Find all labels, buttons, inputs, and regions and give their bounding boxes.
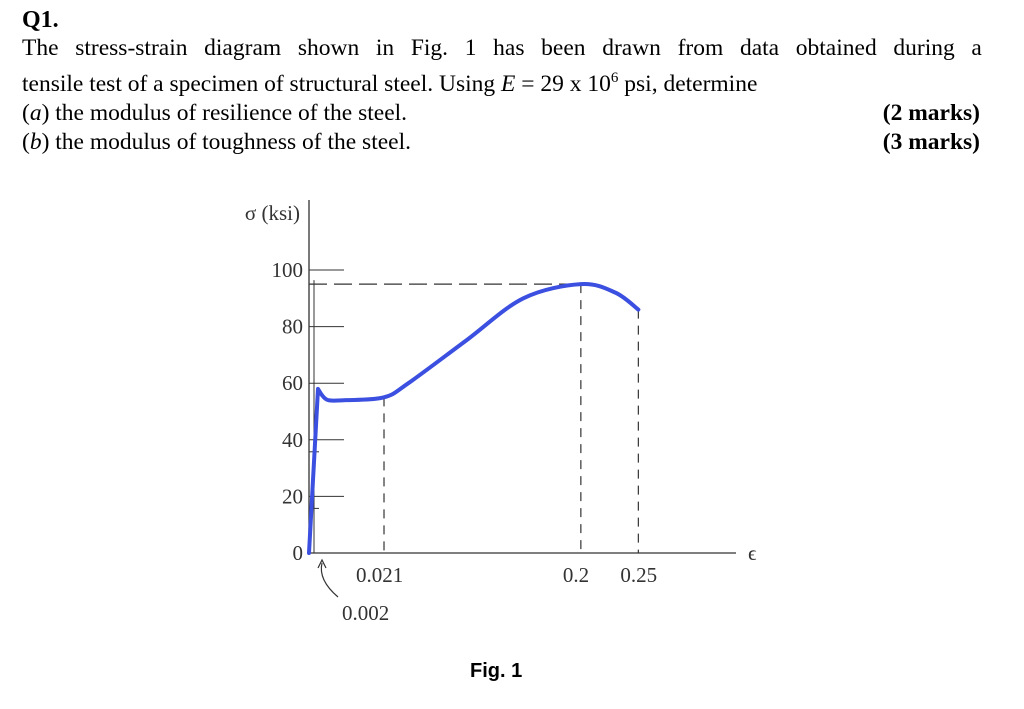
exponent: 6 bbox=[610, 69, 619, 86]
intro-word: Fig. bbox=[410, 35, 449, 61]
intro-text-pre: tensile test of a specimen of structural… bbox=[22, 70, 502, 97]
part-b-label: b bbox=[29, 129, 42, 156]
curve-group bbox=[307, 282, 641, 555]
question-intro-line-1: The stress-strain diagram shown in Fig. 1 has be… bbox=[22, 34, 982, 64]
intro-word: The bbox=[22, 35, 59, 61]
intro-word: has bbox=[493, 35, 525, 61]
callout-label: 0.002 bbox=[342, 601, 389, 625]
intro-word: from bbox=[677, 35, 724, 61]
part-b-marks: (3 marks) bbox=[882, 129, 980, 156]
y-tick-label: 80 bbox=[282, 315, 303, 339]
y-tick-label: 40 bbox=[282, 428, 303, 452]
y-tick-label: 20 bbox=[282, 484, 303, 508]
part-b-row: (b) the modulus of toughness of the stee… bbox=[22, 128, 982, 158]
x-tick-label: 0.2 bbox=[563, 563, 589, 587]
x-tick-label: 0.021 bbox=[356, 563, 403, 587]
intro-word: during bbox=[893, 35, 955, 61]
question-number: Q1. bbox=[22, 7, 59, 33]
intro-word: 1 bbox=[464, 35, 477, 61]
guide-lines bbox=[309, 280, 639, 553]
intro-word: data bbox=[739, 35, 780, 61]
intro-text-post: psi, determine bbox=[618, 70, 758, 97]
callout-arrowhead bbox=[317, 558, 327, 569]
part-a-row: (a) the modulus of resilience of the ste… bbox=[22, 99, 982, 129]
intro-word: been bbox=[541, 35, 586, 61]
y-tick-label: 100 bbox=[272, 258, 304, 282]
x-tick-label: 0.25 bbox=[620, 563, 657, 587]
callout-line bbox=[320, 562, 339, 598]
intro-word: a bbox=[971, 35, 982, 61]
y-tick-label: 60 bbox=[282, 371, 303, 395]
modulus-symbol: E bbox=[501, 70, 516, 97]
question-block: Q1. The stress-strain diagram shown in Fig. 1 h… bbox=[22, 6, 982, 158]
y-tick-label: 0 bbox=[293, 541, 304, 565]
x-axis-label: ϵ bbox=[748, 541, 757, 565]
intro-word: in bbox=[375, 35, 395, 61]
intro-word: stress-strain bbox=[75, 35, 188, 61]
part-a-text: (a) the modulus of resilience of the ste… bbox=[22, 99, 408, 126]
part-b-body: the modulus of toughness of the steel. bbox=[49, 129, 411, 156]
part-a-marks: (2 marks) bbox=[882, 99, 980, 126]
label-group: 0 20 40 60 80 100 σ (ksi) ϵ 0.021 0.2 0.25 0.002 bbox=[245, 201, 757, 625]
part-a-body: the modulus of resilience of the steel. bbox=[49, 99, 408, 126]
stress-strain-curve bbox=[307, 282, 641, 555]
axes-group bbox=[308, 200, 736, 554]
figure-caption: Fig. 1 bbox=[470, 660, 523, 682]
intro-text-mid: = 29 x 10 bbox=[515, 70, 611, 97]
intro-word: diagram bbox=[204, 35, 282, 61]
intro-word: shown bbox=[297, 35, 360, 61]
part-b-text: (b) the modulus of toughness of the stee… bbox=[22, 129, 411, 156]
question-intro-line-2: tensile test of a specimen of structural… bbox=[22, 64, 982, 99]
intro-word: drawn bbox=[602, 35, 661, 61]
y-axis-label: σ (ksi) bbox=[245, 201, 300, 225]
intro-word: obtained bbox=[795, 35, 877, 61]
part-a-label: a bbox=[29, 99, 42, 126]
